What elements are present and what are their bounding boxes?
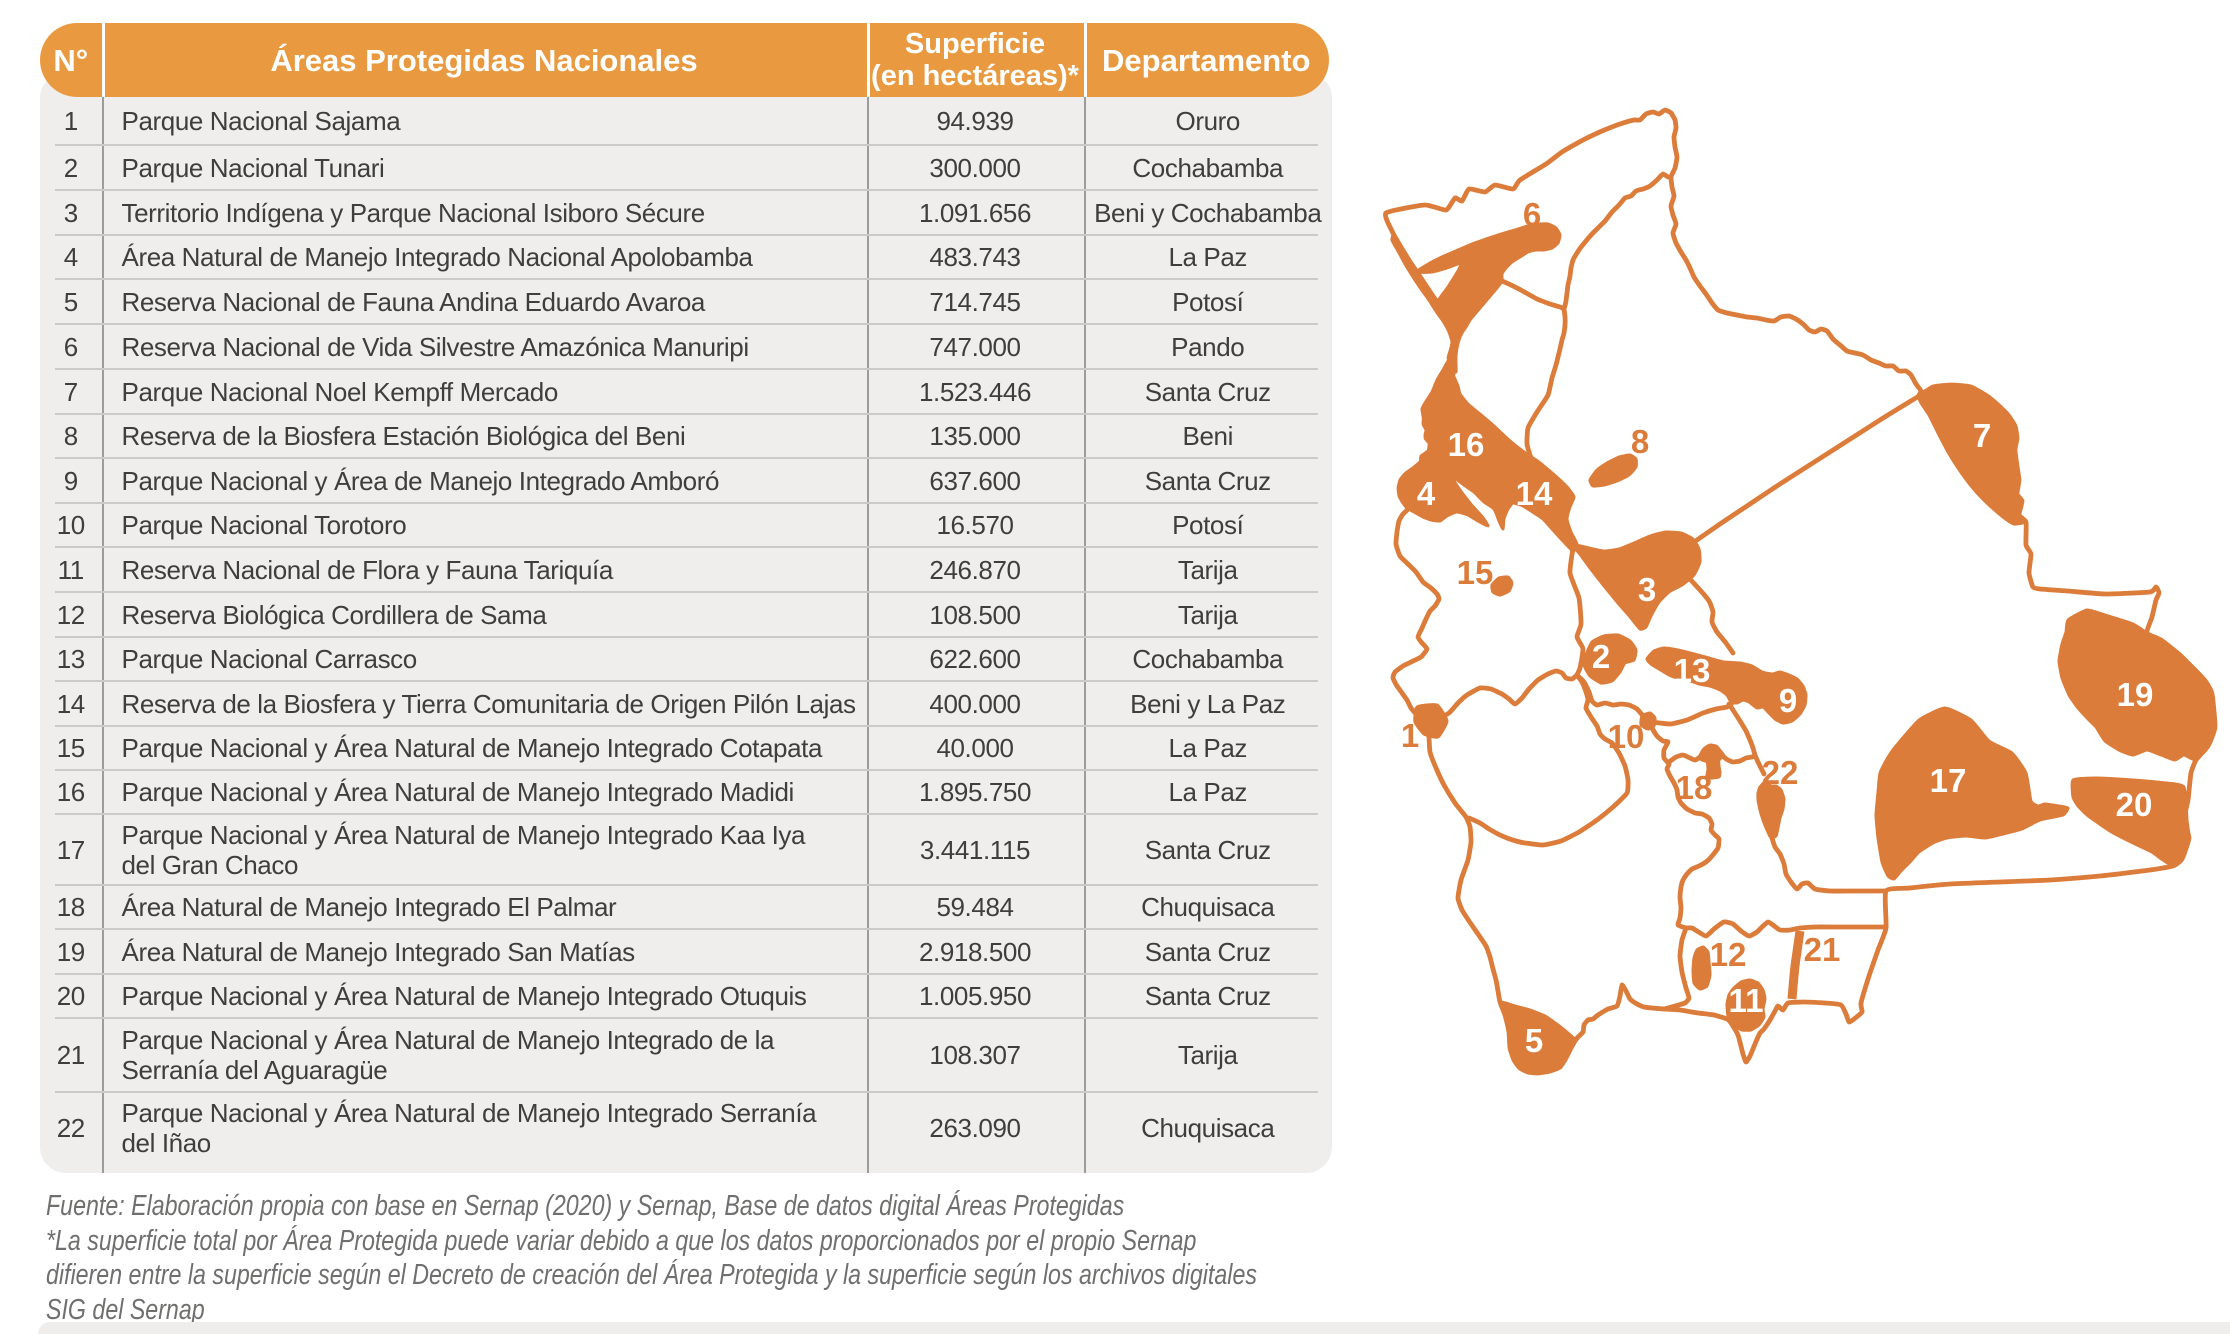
svg-text:14: 14 <box>1516 475 1553 512</box>
svg-text:22: 22 <box>1762 754 1799 791</box>
svg-text:19: 19 <box>2117 676 2154 713</box>
svg-text:15: 15 <box>1457 554 1494 591</box>
svg-text:11: 11 <box>1729 982 1764 1019</box>
svg-text:16: 16 <box>1448 426 1485 463</box>
svg-text:6: 6 <box>1523 196 1541 233</box>
svg-text:12: 12 <box>1710 936 1747 973</box>
svg-text:18: 18 <box>1676 769 1713 806</box>
svg-text:9: 9 <box>1779 682 1797 719</box>
svg-text:2: 2 <box>1592 638 1610 675</box>
svg-text:21: 21 <box>1804 931 1841 968</box>
svg-text:10: 10 <box>1608 718 1645 755</box>
svg-text:4: 4 <box>1417 475 1436 512</box>
svg-text:7: 7 <box>1973 417 1991 454</box>
svg-text:1: 1 <box>1401 717 1419 754</box>
svg-text:13: 13 <box>1674 652 1711 689</box>
svg-text:17: 17 <box>1930 762 1967 799</box>
svg-text:3: 3 <box>1638 571 1656 608</box>
svg-text:20: 20 <box>2116 786 2153 823</box>
svg-text:8: 8 <box>1631 423 1649 460</box>
svg-text:5: 5 <box>1525 1022 1543 1059</box>
